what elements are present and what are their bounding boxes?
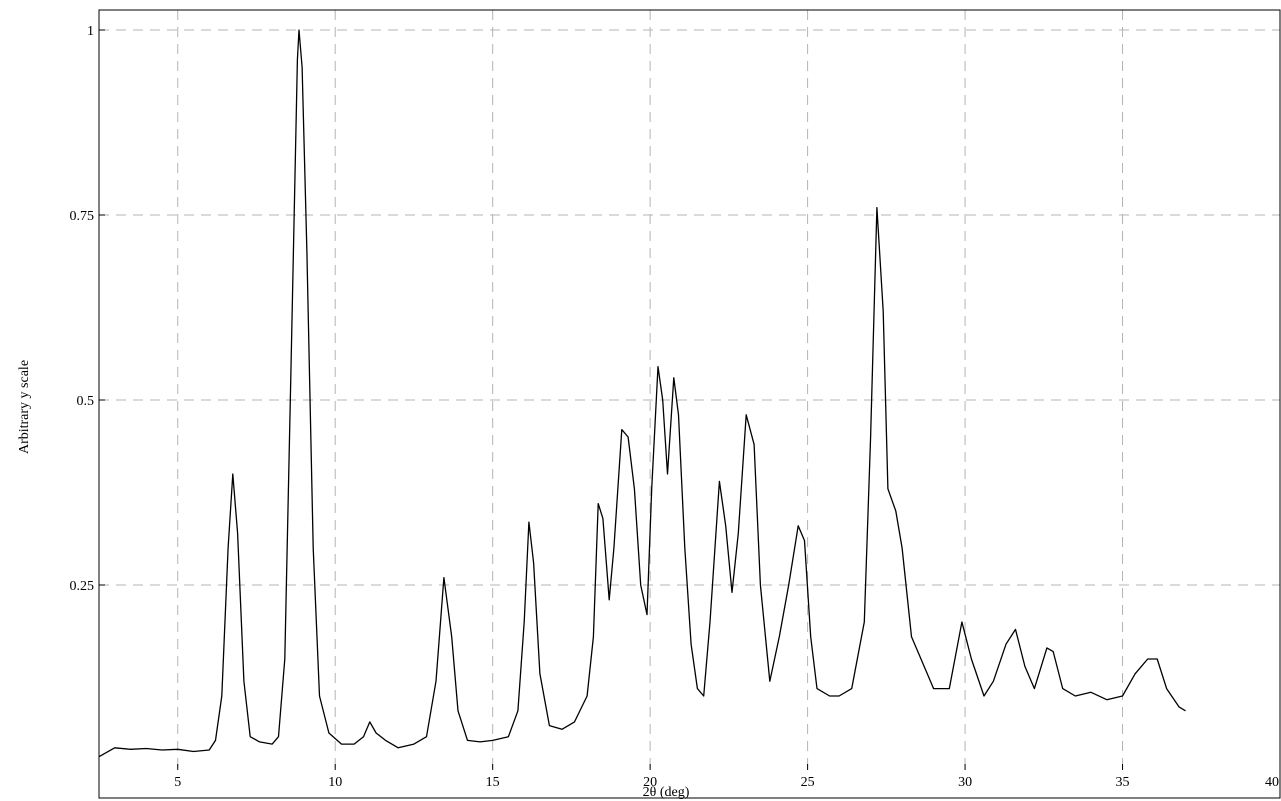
x-tick-label: 30	[958, 775, 972, 790]
x-tick-label: 5	[174, 775, 181, 790]
diffraction-series-line	[98, 29, 1186, 758]
x-tick-label: 25	[801, 775, 815, 790]
y-axis-label: Arbitrary y scale	[17, 360, 32, 454]
grid	[99, 10, 1280, 770]
x-tick-label: 20	[643, 775, 657, 790]
x-tick-label: 40	[1265, 775, 1279, 790]
plot-frame	[98, 9, 1281, 799]
x-tick-label: 10	[328, 775, 342, 790]
x-tick-label: 35	[1116, 775, 1130, 790]
series-layer	[98, 29, 1186, 758]
y-tick-label: 0.25	[70, 579, 95, 594]
axis-ticks: 5 10 15 20 25 30 35 40 0.25 0.5 0.75 1	[70, 24, 1281, 790]
y-tick-label: 1	[87, 24, 94, 39]
y-tick-label: 0.5	[77, 394, 95, 409]
x-tick-label: 15	[486, 775, 500, 790]
x-axis-label: 2θ (deg)	[643, 785, 690, 800]
y-tick-label: 0.75	[70, 209, 95, 224]
